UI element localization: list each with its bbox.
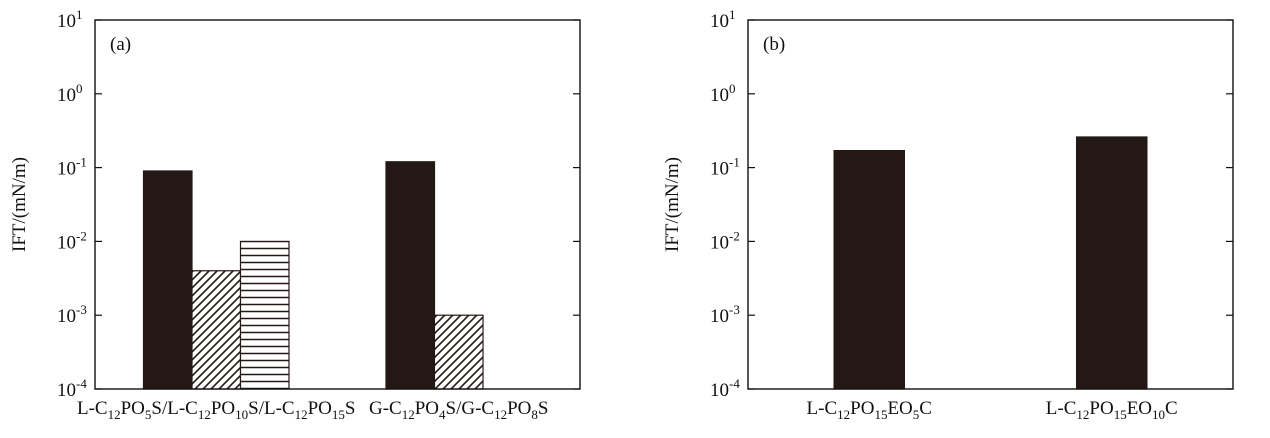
y-tick-label: 10-3 bbox=[710, 302, 740, 327]
y-axis-label: IFT/(mN/m) bbox=[9, 157, 30, 252]
y-tick-label: 101 bbox=[57, 7, 83, 32]
bar bbox=[239, 240, 290, 390]
plot-frame bbox=[747, 19, 1234, 390]
x-tick-label: L-C12PO15EO10C bbox=[1046, 398, 1178, 422]
bar bbox=[1075, 136, 1148, 390]
y-tick-label: 10-4 bbox=[710, 376, 740, 401]
bar bbox=[191, 270, 242, 390]
y-tick-label: 10-1 bbox=[710, 155, 740, 180]
y-tick-label: 10-1 bbox=[57, 155, 87, 180]
y-tick-label: 10-3 bbox=[57, 302, 87, 327]
x-tick-label: L-C12PO5S/L-C12PO10S/L-C12PO15S bbox=[77, 398, 355, 422]
y-tick-label: 10-2 bbox=[57, 228, 87, 253]
plot-frame bbox=[94, 19, 581, 390]
y-tick-label: 100 bbox=[710, 81, 736, 106]
y-tick-label: 10-2 bbox=[710, 228, 740, 253]
bar bbox=[142, 170, 193, 390]
x-tick-label: L-C12PO15EO5C bbox=[807, 398, 932, 422]
y-axis-label: IFT/(mN/m) bbox=[662, 157, 683, 252]
panel-label: (a) bbox=[110, 34, 131, 55]
y-tick-label: 100 bbox=[57, 81, 83, 106]
y-tick-label: 101 bbox=[710, 7, 736, 32]
bar bbox=[833, 149, 906, 390]
x-tick-label: G-C12PO4S/G-C12PO8S bbox=[369, 398, 548, 422]
bar bbox=[433, 314, 484, 390]
bar bbox=[385, 161, 436, 390]
panel-label: (b) bbox=[763, 34, 785, 55]
y-tick-label: 10-4 bbox=[57, 376, 87, 401]
